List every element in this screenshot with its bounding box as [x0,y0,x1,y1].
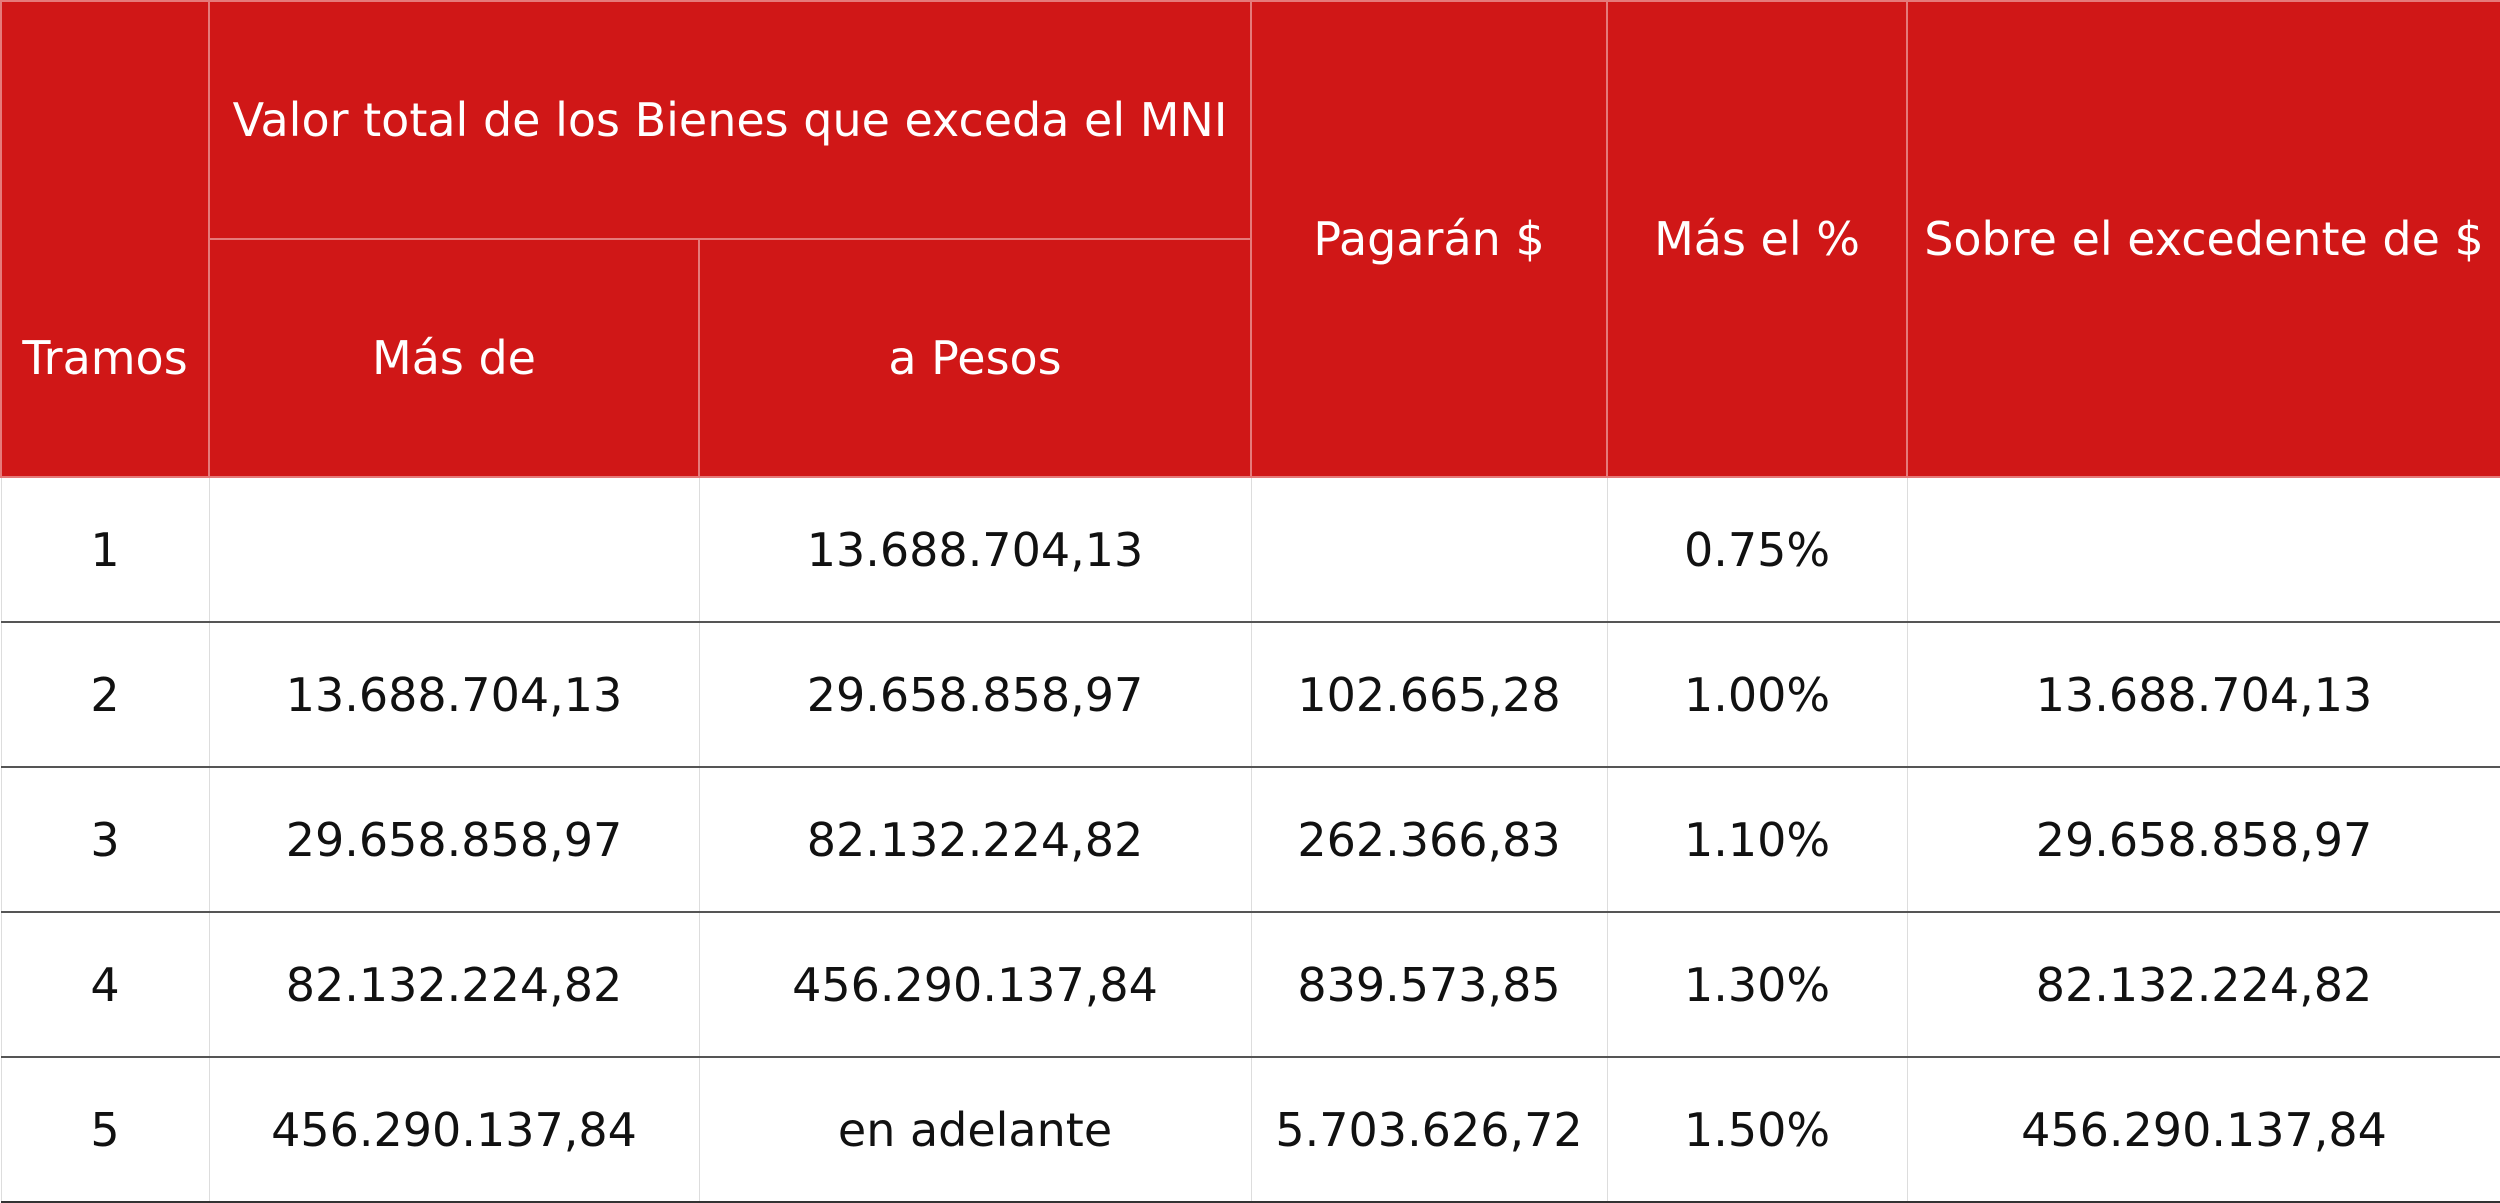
cell-excedente [1906,476,2500,623]
cell-pagaran [1250,476,1608,623]
cell-porcentaje: 0.75% [1606,476,1908,623]
cell-tramo: 1 [0,476,210,623]
table-row: 5 456.290.137,84 en adelante 5.703.626,7… [0,1056,2500,1203]
table-row: 3 29.658.858,97 82.132.224,82 262.366,83… [0,766,2500,913]
header-tramos-cell [0,0,210,239]
cell-pagaran: 5.703.626,72 [1250,1056,1608,1203]
cell-excedente: 13.688.704,13 [1906,621,2500,768]
header-sobre-excedente: Sobre el excedente de $ [1906,0,2500,478]
cell-porcentaje: 1.00% [1606,621,1908,768]
cell-porcentaje: 1.10% [1606,766,1908,913]
cell-a-pesos: en adelante [698,1056,1252,1203]
cell-excedente: 82.132.224,82 [1906,911,2500,1058]
cell-a-pesos: 13.688.704,13 [698,476,1252,623]
cell-tramo: 5 [0,1056,210,1203]
cell-pagaran: 839.573,85 [1250,911,1608,1058]
table-row: 4 82.132.224,82 456.290.137,84 839.573,8… [0,911,2500,1058]
cell-a-pesos: 29.658.858,97 [698,621,1252,768]
cell-excedente: 29.658.858,97 [1906,766,2500,913]
table-header: Valor total de los Bienes que exceda el … [0,0,2500,478]
cell-mas-de: 82.132.224,82 [208,911,700,1058]
cell-porcentaje: 1.30% [1606,911,1908,1058]
table-row: 2 13.688.704,13 29.658.858,97 102.665,28… [0,621,2500,768]
header-pagaran: Pagarán $ [1250,0,1609,478]
header-mas-el-porcentaje: Más el % [1606,0,1909,478]
header-valor-total: Valor total de los Bienes que exceda el … [207,0,1253,240]
cell-excedente: 456.290.137,84 [1906,1056,2500,1203]
table-row: 1 13.688.704,13 0.75% [0,476,2500,623]
header-tramos: Tramos [0,239,210,478]
cell-a-pesos: 456.290.137,84 [698,911,1252,1058]
cell-a-pesos: 82.132.224,82 [698,766,1252,913]
cell-tramo: 2 [0,621,210,768]
header-row-1: Valor total de los Bienes que exceda el … [0,0,2500,478]
table-body: 1 13.688.704,13 0.75% 2 13.688.704,13 29… [0,476,2500,1203]
header-mas-de: Más de [208,238,700,478]
cell-mas-de: 13.688.704,13 [208,621,700,768]
cell-pagaran: 102.665,28 [1250,621,1608,768]
header-row-2: Tramos Más de a Pesos [0,238,2500,478]
cell-tramo: 4 [0,911,210,1058]
cell-porcentaje: 1.50% [1606,1056,1908,1203]
cell-mas-de: 456.290.137,84 [208,1056,700,1203]
cell-tramo: 3 [0,766,210,913]
header-a-pesos: a Pesos [697,238,1253,478]
cell-mas-de: 29.658.858,97 [208,766,700,913]
cell-mas-de [208,476,700,623]
cell-pagaran: 262.366,83 [1250,766,1608,913]
